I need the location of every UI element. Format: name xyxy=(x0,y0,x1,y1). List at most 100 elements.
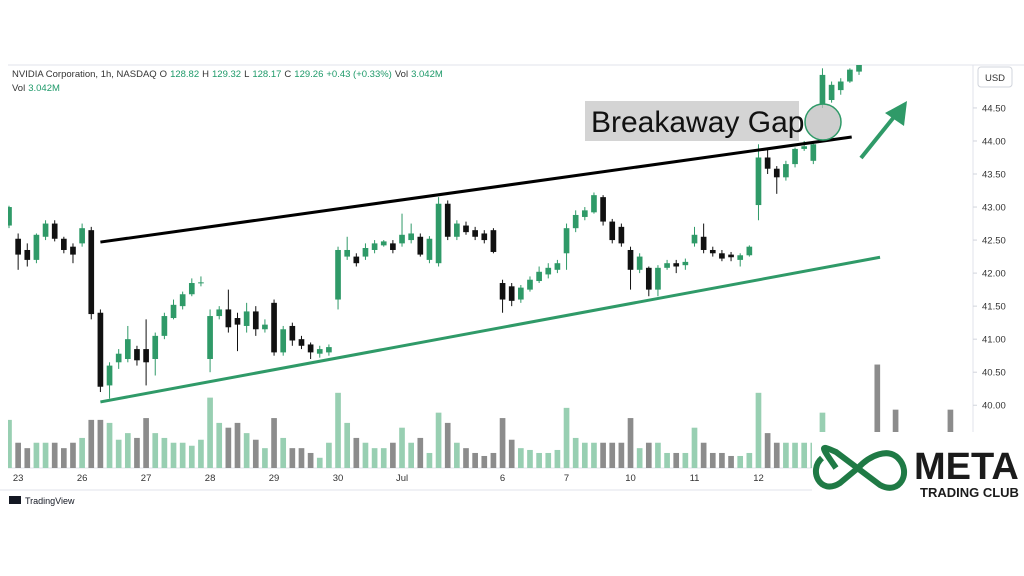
volume-bar xyxy=(728,455,734,468)
volume-bar xyxy=(42,442,49,468)
candle-body xyxy=(307,344,314,353)
volume-bar xyxy=(289,448,296,468)
candle-body xyxy=(764,157,771,169)
logo-mark xyxy=(813,444,907,491)
volume-bar xyxy=(554,449,561,468)
x-tick-label: 11 xyxy=(690,473,700,484)
volume-bar xyxy=(581,442,588,468)
candle-body xyxy=(444,203,451,237)
candle-body xyxy=(79,228,85,244)
volume-bar xyxy=(746,452,753,468)
candle-body xyxy=(362,248,369,257)
candle-body xyxy=(627,249,634,270)
volume-bar xyxy=(444,422,451,468)
y-tick-label: 42.50 xyxy=(982,236,1006,247)
volume-bar xyxy=(792,442,798,468)
y-tick-label: 40.00 xyxy=(982,401,1006,412)
logo-tagline: TRADING CLUB xyxy=(920,485,1019,500)
volume-bar xyxy=(134,437,140,468)
candle-body xyxy=(792,148,798,165)
volume-bar xyxy=(490,452,497,468)
volume-bar xyxy=(408,442,414,468)
ohlc-label: O xyxy=(159,69,168,80)
volume-bar xyxy=(764,433,771,468)
currency-box xyxy=(977,66,1013,88)
candle-body xyxy=(609,221,616,241)
volume-bar xyxy=(645,442,652,468)
volume-bar xyxy=(518,448,524,468)
currency: USD xyxy=(985,73,1005,84)
candle-body xyxy=(24,249,31,260)
x-tick-label: 27 xyxy=(141,473,152,484)
y-tick-label: 43.50 xyxy=(982,170,1006,181)
candle-body xyxy=(15,238,21,255)
volume-bar xyxy=(636,448,643,468)
candle-body xyxy=(700,236,707,250)
candle-body xyxy=(645,267,652,290)
volume-bar xyxy=(563,407,570,468)
candle-body xyxy=(709,249,716,254)
volume-bar xyxy=(271,418,277,468)
volume-bar xyxy=(179,442,186,468)
x-tick-label: 6 xyxy=(500,473,505,484)
volume-bar xyxy=(390,442,396,468)
volume-bar xyxy=(88,419,95,468)
volume-bar xyxy=(719,452,725,468)
volume-bar xyxy=(353,437,360,468)
candle-body xyxy=(481,233,488,241)
x-tick-label: 7 xyxy=(564,473,569,484)
ohlc-label: C xyxy=(284,69,292,80)
candle-body xyxy=(801,146,808,149)
volume-bar xyxy=(15,442,21,468)
volume-bar xyxy=(344,422,351,468)
candle-body xyxy=(737,255,744,260)
volume-bar xyxy=(106,422,113,468)
candle-body xyxy=(371,243,378,250)
ohlc-label: L xyxy=(244,69,250,80)
candle-body xyxy=(390,243,396,250)
candle-body xyxy=(234,318,241,325)
volume-bar xyxy=(783,442,789,468)
candle-body xyxy=(636,256,643,270)
volume-bar xyxy=(24,448,31,468)
volume-bar xyxy=(572,437,579,468)
candle-body xyxy=(527,279,533,290)
trendline-layer xyxy=(100,135,881,404)
candle-body xyxy=(837,81,844,91)
candle-body xyxy=(536,271,542,282)
candle-body xyxy=(828,84,835,101)
candle-body xyxy=(344,249,351,257)
header-row: NVIDIA Corporation, 1h, NASDAQ O 128.82 H 12… xyxy=(12,69,446,80)
candle-body xyxy=(600,197,606,222)
y-tick-label: 44.50 xyxy=(982,103,1006,114)
candle-body xyxy=(115,353,122,363)
candle-body xyxy=(472,230,478,237)
candle-body xyxy=(463,225,469,233)
candle-body xyxy=(755,157,762,206)
volume-bar xyxy=(225,427,232,468)
brand: TradingView xyxy=(25,496,75,506)
volume-bar xyxy=(51,442,58,468)
volume-bar xyxy=(97,419,104,468)
volume-bar xyxy=(161,437,168,468)
candle-body xyxy=(316,349,323,354)
candle-layer xyxy=(8,65,862,399)
volume-bar xyxy=(335,392,341,468)
candle-body xyxy=(618,226,625,244)
volume-bar xyxy=(307,452,314,468)
volume-bar xyxy=(8,419,12,468)
volume-bar xyxy=(691,427,698,468)
volume-bar xyxy=(700,442,707,468)
volume-bar xyxy=(463,448,469,468)
volume-bar xyxy=(362,442,369,468)
volume-bar xyxy=(664,452,670,468)
volume-label: Vol xyxy=(12,83,26,94)
volume-bar xyxy=(545,452,552,468)
volume-bar xyxy=(188,445,195,468)
volume-bar xyxy=(472,452,478,468)
candle-body xyxy=(810,144,817,161)
candle-body xyxy=(106,365,113,386)
x-tick-label: 30 xyxy=(333,473,344,484)
volume-bar xyxy=(216,422,223,468)
volume-label: Vol xyxy=(394,69,409,80)
